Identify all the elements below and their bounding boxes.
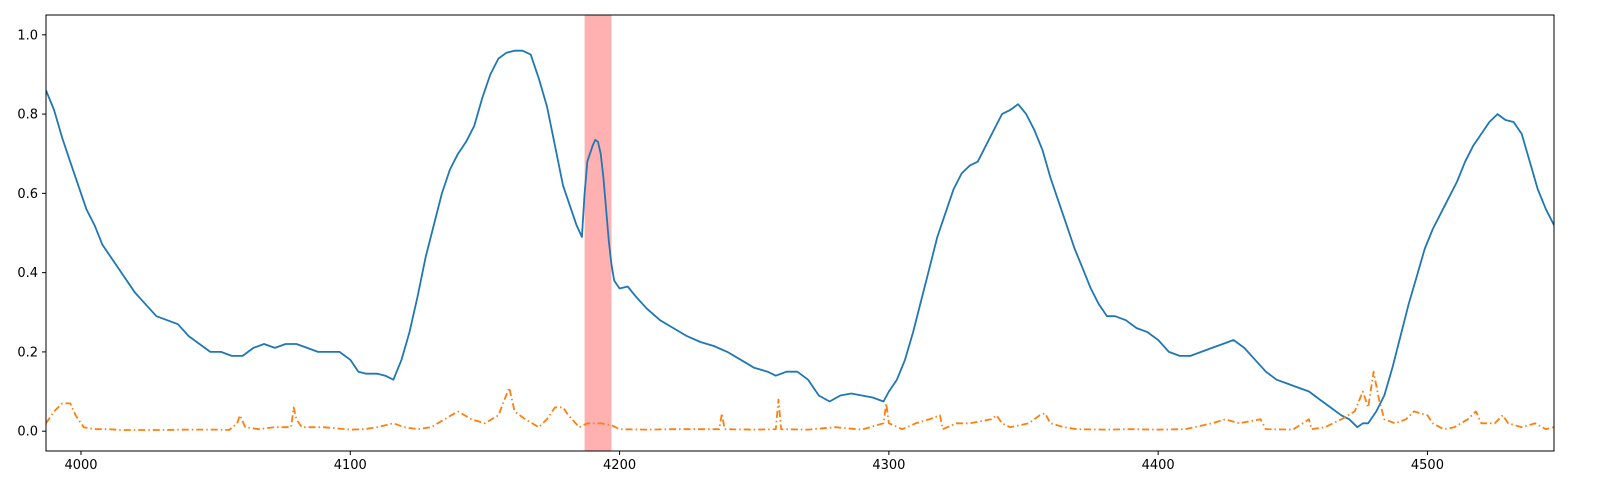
series-line-2 (46, 370, 1554, 431)
x-tick-label: 4500 (1411, 458, 1444, 473)
y-tick-label: 0.4 (17, 266, 38, 281)
plot-frame (45, 14, 1555, 452)
x-tick-label: 4400 (1142, 458, 1175, 473)
series-layer (46, 49, 1554, 431)
y-tick-label: 0.6 (17, 187, 38, 202)
y-tick-label: 1.0 (17, 28, 38, 43)
x-tick-label: 4300 (872, 458, 905, 473)
series-line-1 (46, 49, 1554, 429)
y-tick-label: 0.0 (17, 425, 38, 440)
axis-layer: 4000 4100 4200 4300 4400 4500 0.0 0.2 0.4 0.6 0.8 1… (17, 28, 1444, 473)
y-tick-label: 0.2 (17, 345, 38, 360)
x-tick-label: 4000 (64, 458, 97, 473)
highlight-span (584, 15, 612, 451)
y-tick-label: 0.8 (17, 108, 38, 123)
highlight-span-layer (584, 15, 612, 451)
x-tick-label: 4100 (334, 458, 367, 473)
x-tick-label: 4200 (603, 458, 636, 473)
